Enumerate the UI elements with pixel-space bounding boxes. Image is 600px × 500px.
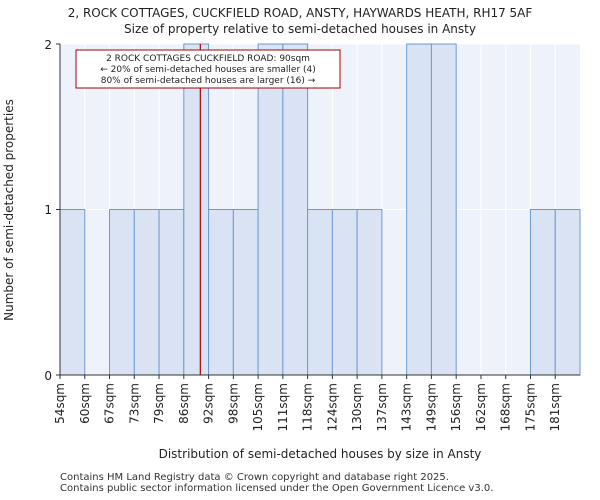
x-tick-label-60sqm: 60sqm (78, 383, 92, 424)
x-tick-label-118sqm: 118sqm (301, 383, 315, 431)
bar-86sqm (183, 43, 210, 376)
bar-79sqm (158, 209, 185, 376)
x-tick-label-137sqm: 137sqm (375, 383, 389, 431)
x-tick-label-181sqm: 181sqm (548, 383, 562, 431)
footer-attribution-1: Contains HM Land Registry data © Crown c… (60, 472, 449, 483)
bar-124sqm (331, 209, 358, 376)
y-tick-label-2: 2 (44, 38, 52, 52)
x-tick-label-124sqm: 124sqm (325, 383, 339, 431)
x-tick-label-149sqm: 149sqm (424, 383, 438, 431)
x-ticks: 54sqm 60sqm 67sqm 73sqm 79sqm 86sqm 92sqm 98sqm… (53, 375, 562, 431)
x-tick-label-73sqm: 73sqm (127, 383, 141, 424)
bar-67sqm (109, 209, 135, 376)
x-tick-label-86sqm: 86sqm (177, 383, 191, 424)
x-tick-label-79sqm: 79sqm (152, 383, 166, 424)
y-ticks: 0 1 2 (44, 38, 60, 383)
x-tick-label-105sqm: 105sqm (251, 383, 265, 431)
annotation-line-2: ← 20% of semi-detached houses are smalle… (100, 65, 316, 75)
annotation-line-1: 2 ROCK COTTAGES CUCKFIELD ROAD: 90sqm (106, 54, 310, 64)
annotation-box: 2 ROCK COTTAGES CUCKFIELD ROAD: 90sqm ← … (75, 49, 341, 89)
histogram-chart: 2, ROCK COTTAGES, CUCKFIELD ROAD, ANSTY,… (2, 6, 581, 461)
bar-130sqm (356, 209, 383, 376)
x-axis-label: Distribution of semi-detached houses by … (159, 447, 482, 461)
annotation-line-3: 80% of semi-detached houses are larger (… (101, 76, 316, 86)
bar-54sqm (59, 209, 86, 376)
bar-143sqm (406, 43, 432, 376)
bar-92sqm (208, 209, 234, 376)
bar-181sqm (554, 209, 581, 376)
chart-title: 2, ROCK COTTAGES, CUCKFIELD ROAD, ANSTY,… (68, 6, 533, 20)
bar-111sqm (282, 43, 309, 376)
x-tick-label-98sqm: 98sqm (226, 383, 240, 424)
bar-118sqm (307, 209, 333, 376)
bars (59, 43, 581, 376)
bar-73sqm (133, 209, 160, 376)
x-tick-label-156sqm: 156sqm (449, 383, 463, 431)
x-tick-label-175sqm: 175sqm (523, 383, 537, 431)
y-tick-label-1: 1 (44, 203, 52, 217)
x-tick-label-111sqm: 111sqm (276, 383, 290, 431)
x-tick-label-54sqm: 54sqm (53, 383, 67, 424)
bar-149sqm (430, 43, 457, 376)
footer-attribution-2: Contains public sector information licen… (60, 483, 494, 494)
chart-subtitle: Size of property relative to semi-detach… (124, 22, 476, 36)
bar-175sqm (529, 209, 556, 376)
bar-98sqm (232, 209, 259, 376)
x-tick-label-67sqm: 67sqm (103, 383, 117, 424)
y-tick-label-0: 0 (44, 369, 52, 383)
bar-105sqm (257, 43, 284, 376)
x-tick-label-92sqm: 92sqm (202, 383, 216, 424)
x-tick-label-130sqm: 130sqm (350, 383, 364, 431)
x-tick-label-143sqm: 143sqm (400, 383, 414, 431)
x-tick-label-168sqm: 168sqm (499, 383, 513, 431)
x-tick-label-162sqm: 162sqm (474, 383, 488, 431)
y-axis-label: Number of semi-detached properties (2, 99, 16, 321)
